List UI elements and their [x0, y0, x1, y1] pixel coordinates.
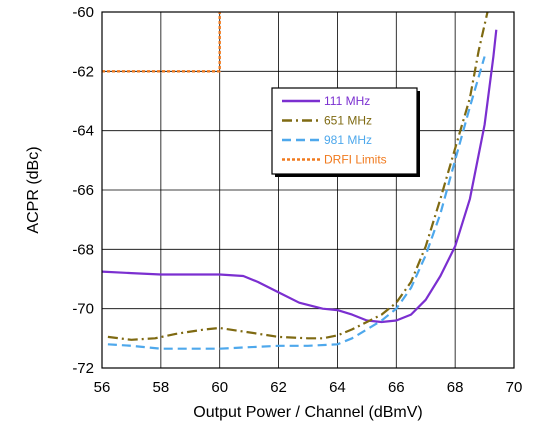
y-tick-label: -70	[72, 301, 94, 318]
tick-labels: 56 58 60 62 64 66 68 70 -60 -62 -64 -66 -68 -70 -72	[72, 4, 522, 396]
x-tick-label: 62	[270, 379, 287, 396]
plot-frame	[101, 11, 515, 369]
legend-label: DRFI Limits	[324, 153, 387, 167]
y-tick-label: -64	[72, 123, 94, 140]
series-layer	[101, 11, 498, 350]
x-tick-label: 60	[211, 379, 228, 396]
legend-box	[271, 87, 418, 175]
y-tick-label: -66	[72, 182, 94, 199]
legend: 111 MHz 651 MHz 981 MHz DRFI Limits	[271, 87, 420, 177]
series-line-1	[101, 29, 498, 324]
x-tick-label: 56	[94, 379, 111, 396]
series-line-4	[102, 12, 221, 73]
grid	[102, 12, 514, 368]
legend-label: 111 MHz	[324, 94, 370, 108]
y-axis-label: ACPR (dBc)	[25, 146, 42, 233]
y-tick-label: -60	[72, 4, 94, 21]
x-tick-label: 58	[153, 379, 170, 396]
y-tick-label: -62	[72, 63, 94, 80]
x-tick-label: 64	[329, 379, 346, 396]
y-tick-label: -68	[72, 241, 94, 258]
series-line-2	[107, 11, 489, 341]
x-tick-label: 68	[447, 379, 464, 396]
legend-label: 651 MHz	[324, 114, 372, 128]
series-line-3	[107, 56, 486, 350]
legend-label: 981 MHz	[324, 133, 372, 147]
x-tick-label: 70	[506, 379, 523, 396]
x-axis-label: Output Power / Channel (dBmV)	[193, 404, 422, 421]
y-tick-label: -72	[72, 360, 94, 377]
x-tick-label: 66	[388, 379, 405, 396]
